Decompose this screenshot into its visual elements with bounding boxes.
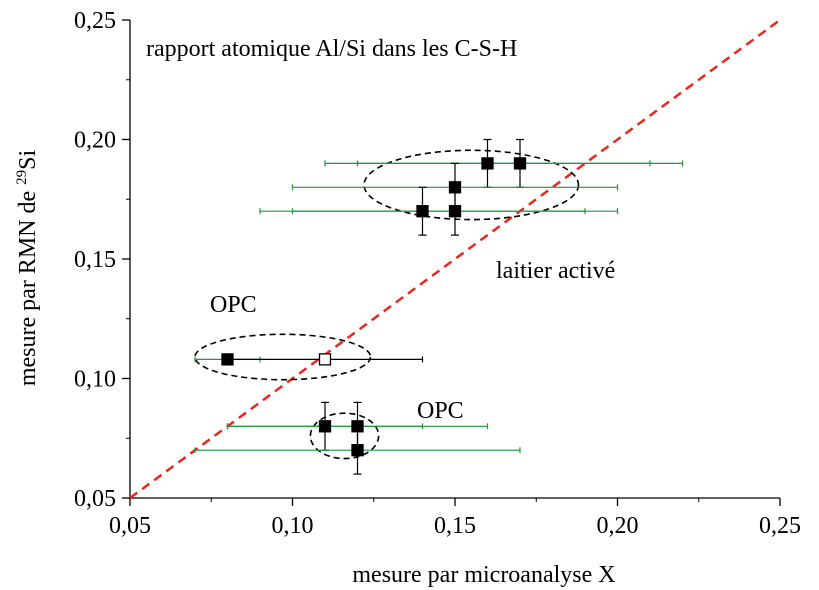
group-label-laitier: laitier activé [496,258,615,284]
data-point-4 [448,205,462,218]
data-point-0 [481,157,494,170]
y-tick-label-0: 0,05 [74,486,116,512]
group-label-opc-1: OPC [210,292,257,318]
group-label-opc-2: OPC [417,398,464,424]
data-point-9 [351,444,364,457]
data-point-2 [448,181,462,194]
x-tick-label-4: 0,25 [759,513,801,539]
group-ellipses [194,149,580,460]
y-axis-label: mesure par RMN de 29Si [14,150,41,387]
y-tick-label-4: 0,25 [74,8,116,34]
chart-title: rapport atomique Al/Si dans les C-S-H [146,36,517,62]
y-axis-label-tail: Si [15,150,41,170]
data-point-1 [513,157,527,170]
x-tick-label-3: 0,20 [597,513,639,539]
y-tick-label-2: 0,15 [74,247,116,273]
x-tick-label-2: 0,15 [434,513,476,539]
data-point-6 [318,353,332,366]
x-axis-label: mesure par microanalyse X [352,562,615,588]
y-tick-label-1: 0,10 [74,367,116,393]
y-axis-label-sup: 29 [14,170,30,185]
x-tick-label-1: 0,10 [272,513,314,539]
data-point-8 [351,420,364,433]
data-point-7 [318,420,332,433]
data-point-3 [416,205,429,218]
data-points [221,157,527,457]
group-ellipse-2 [309,412,380,460]
data-point-5 [221,353,234,366]
axes: 0,05 0,10 0,15 0,20 0,25 0,05 0,10 0,15 0,20 0,25 [74,8,801,539]
y-tick-label-3: 0,20 [74,128,116,154]
y-axis-label-main: mesure par RMN de [15,185,41,386]
x-tick-label-0: 0,05 [109,513,151,539]
group-ellipse-0 [363,149,580,221]
group-ellipse-1 [194,333,372,381]
